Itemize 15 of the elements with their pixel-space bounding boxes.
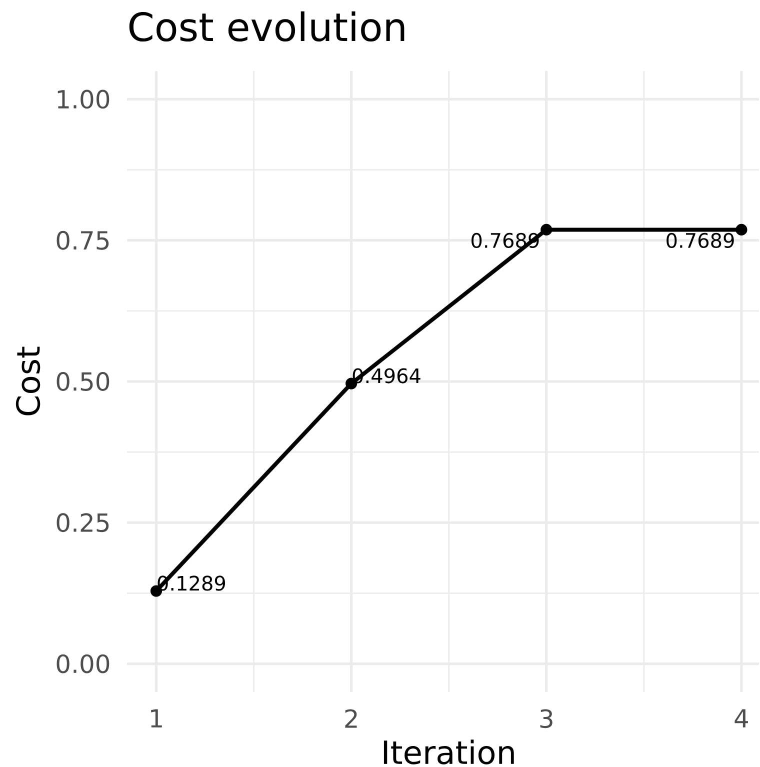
- x-tick-label: 2: [345, 709, 357, 728]
- y-axis-title: Cost: [16, 346, 40, 416]
- y-tick-label: 0.50: [56, 372, 109, 391]
- y-tick-label: 0.75: [56, 230, 108, 250]
- point: [540, 224, 552, 236]
- y-tick-label: 0.00: [56, 654, 109, 674]
- x-axis-title: Iteration: [384, 740, 514, 764]
- y-tick-label: 0.25: [56, 513, 108, 532]
- x-tick-label: 4: [734, 709, 748, 728]
- chart-title: Cost evolution: [129, 11, 404, 42]
- point: [736, 224, 748, 236]
- x-tick-label: 3: [540, 709, 552, 728]
- x-tick-label: 1: [150, 709, 162, 728]
- data-label: 0.7689: [666, 232, 734, 248]
- y-tick-label: 1.00: [58, 90, 109, 109]
